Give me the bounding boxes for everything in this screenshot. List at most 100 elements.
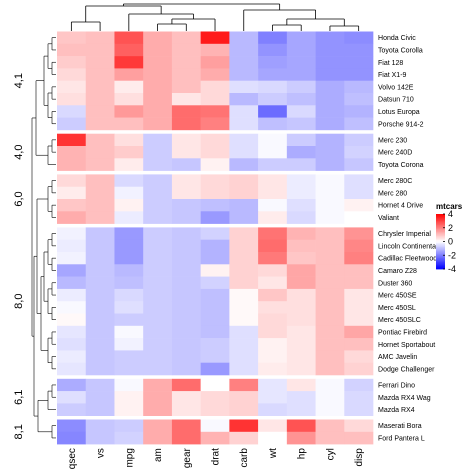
heatmap-cell: [344, 133, 374, 147]
heatmap-cell: [258, 68, 288, 81]
heatmap-cell: [85, 68, 115, 81]
heatmap-cell: [286, 362, 316, 376]
heatmap-cell: [286, 325, 316, 339]
heatmap-cell: [171, 227, 201, 240]
heatmap-cell: [229, 313, 259, 327]
legend-color-step: [436, 244, 445, 247]
legend-color-step: [436, 266, 445, 269]
row-label: Lincoln Continental: [378, 243, 438, 250]
row-label: Dodge Challenger: [378, 366, 435, 373]
column-labels: qsec vs mpg am gear drat carb wt hp cyl disp: [67, 447, 365, 469]
heatmap-cell: [200, 391, 230, 404]
heatmap-cell: [85, 431, 115, 445]
heatmap-cell: [286, 31, 316, 45]
heatmap-cell: [114, 313, 144, 327]
heatmap-cell: [57, 288, 87, 302]
heatmap-cell: [57, 186, 87, 200]
heatmap-cell: [200, 68, 230, 81]
heatmap-cell: [344, 313, 374, 327]
heatmap-cell: [171, 31, 201, 45]
heatmap-cell: [143, 276, 173, 290]
heatmap-cell: [114, 338, 144, 351]
heatmap-cell: [200, 378, 230, 392]
heatmap-cell: [200, 252, 230, 265]
heatmap-cell: [229, 31, 259, 45]
heatmap-cell: [315, 186, 345, 200]
heatmap-cell: [344, 362, 374, 376]
heatmap-cell: [143, 288, 173, 302]
heatmap-cell: [85, 313, 115, 327]
heatmap-cell: [57, 362, 87, 376]
heatmap-cell: [258, 174, 288, 187]
heatmap-cell: [57, 146, 87, 159]
heatmap-cell: [315, 264, 345, 277]
heatmap-cell: [171, 133, 201, 147]
row-label: Ford Pantera L: [378, 435, 425, 442]
legend-tick-label: 0: [448, 237, 453, 247]
heatmap-cell: [143, 105, 173, 118]
row-group-labels: 4,1 4,0 6,0 8,0 6,1 8,1: [13, 73, 25, 439]
heatmap-cell: [114, 378, 144, 392]
heatmap-cell: [171, 313, 201, 327]
heatmap-cell: [315, 419, 345, 433]
heatmap-cell: [200, 186, 230, 200]
heatmap-cell: [286, 117, 316, 131]
heatmap-cell: [344, 378, 374, 392]
heatmap-cell: [114, 391, 144, 404]
heatmap-cell: [315, 133, 345, 147]
heatmap-cell: [229, 301, 259, 314]
row-label: Valiant: [378, 215, 399, 222]
heatmap-cell: [344, 239, 374, 253]
heatmap-cell: [85, 276, 115, 290]
heatmap-cell: [171, 93, 201, 106]
heatmap-cell: [143, 146, 173, 159]
heatmap-cell: [344, 264, 374, 277]
heatmap-cell: [143, 239, 173, 253]
heatmap-cell: [114, 252, 144, 265]
heatmap-cell: [114, 211, 144, 224]
heatmap-cell: [344, 276, 374, 290]
heatmap-cell: [258, 378, 288, 392]
heatmap-cell: [229, 239, 259, 253]
heatmap-cell: [57, 174, 87, 187]
legend-color-step: [436, 237, 445, 240]
row-label: Merc 240D: [378, 150, 412, 157]
heatmap-cell: [258, 227, 288, 240]
column-label: cyl: [325, 448, 336, 460]
heatmap-cell: [200, 239, 230, 253]
heatmap-cell: [200, 325, 230, 339]
heatmap-cell: [315, 146, 345, 159]
legend-color-step: [436, 226, 445, 229]
legend-ticks: 4 2 0 -2 -4: [443, 209, 456, 274]
heatmap-cell: [200, 158, 230, 171]
heatmap-cell: [344, 211, 374, 224]
heatmap-cell: [286, 252, 316, 265]
heatmap-cell: [171, 199, 201, 212]
heatmap-cell: [258, 43, 288, 57]
heatmap-cell: [344, 117, 374, 131]
row-label: AMC Javelin: [378, 354, 417, 361]
heatmap-cell: [344, 43, 374, 57]
column-label: drat: [211, 448, 222, 465]
row-label: Ferrari Dino: [378, 382, 415, 389]
heatmap-cell: [344, 391, 374, 404]
heatmap-cell: [229, 276, 259, 290]
heatmap-cell: [258, 350, 288, 363]
row-label: Camaro Z28: [378, 268, 417, 275]
heatmap-cell: [286, 105, 316, 118]
legend-color-step: [436, 264, 445, 267]
heatmap-cell: [143, 211, 173, 224]
heatmap-cell: [286, 56, 316, 69]
heatmap-cell: [229, 431, 259, 445]
heatmap-cell: [344, 338, 374, 351]
heatmap-cells: [57, 31, 374, 445]
heatmap-cell: [229, 43, 259, 57]
heatmap-cell: [315, 227, 345, 240]
heatmap-cell: [143, 227, 173, 240]
heatmap-cell: [171, 239, 201, 253]
heatmap-cell: [114, 174, 144, 187]
heatmap-cell: [114, 68, 144, 81]
heatmap-cell: [229, 338, 259, 351]
heatmap-cell: [143, 186, 173, 200]
row-label: Volvo 142E: [378, 84, 414, 91]
